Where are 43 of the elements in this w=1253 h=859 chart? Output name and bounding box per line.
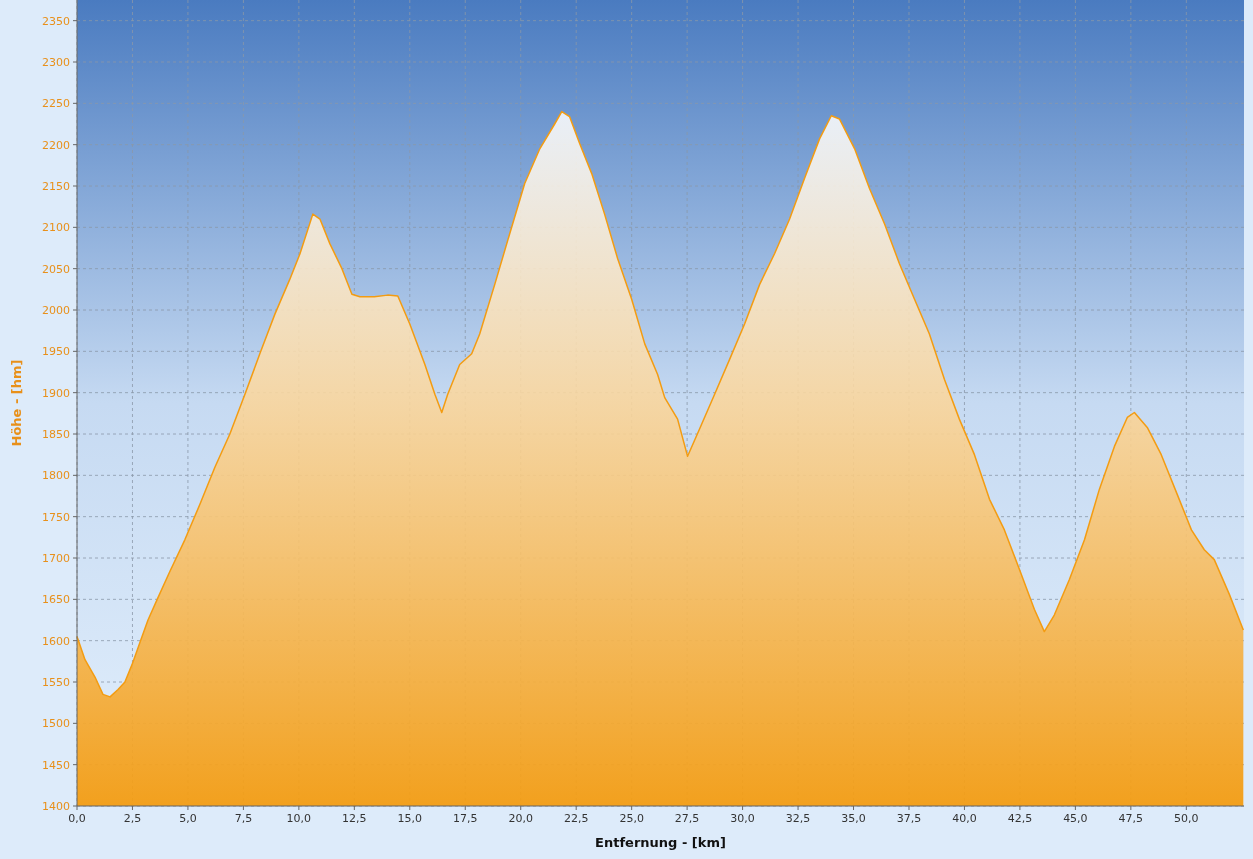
- y-tick-label: 2050: [42, 262, 70, 276]
- y-tick-label: 1500: [42, 717, 70, 731]
- x-tick-label: 25,0: [619, 812, 644, 825]
- x-axis-title: Entfernung - [km]: [595, 835, 726, 850]
- x-tick-label: 50,0: [1174, 812, 1199, 825]
- y-tick-label: 2300: [42, 56, 70, 69]
- y-tick-label: 2100: [42, 221, 70, 235]
- y-tick-label: 2350: [42, 14, 70, 28]
- y-axis-title: Höhe - [hm]: [9, 359, 24, 447]
- x-tick-label: 30,0: [730, 812, 755, 825]
- y-tick-label: 2250: [42, 97, 70, 111]
- x-tick-label: 37,5: [896, 812, 922, 825]
- x-tick-label: 45,0: [1063, 812, 1088, 825]
- y-tick-label: 1850: [42, 428, 70, 441]
- y-tick-label: 1550: [42, 676, 70, 689]
- y-tick-label: 1600: [42, 634, 70, 648]
- x-tick-label: 22,5: [563, 812, 589, 825]
- y-tick-label: 1400: [42, 800, 70, 813]
- x-tick-label: 20,0: [508, 812, 533, 825]
- x-tick-label: 17,5: [453, 812, 478, 825]
- y-tick-label: 1650: [42, 593, 70, 607]
- x-tick-label: 27,5: [674, 812, 700, 825]
- x-tick-label: 2,5: [123, 812, 142, 825]
- y-tick-label: 2000: [42, 304, 70, 317]
- y-tick-label: 1750: [42, 510, 70, 524]
- x-tick-label: 40,0: [952, 812, 977, 825]
- x-tick-label: 12,5: [342, 812, 367, 825]
- x-tick-label: 5,0: [179, 812, 197, 825]
- x-tick-label: 35,0: [841, 812, 866, 825]
- y-tick-label: 2150: [42, 180, 70, 193]
- y-tick-label: 1900: [42, 386, 70, 400]
- y-tick-label: 1800: [42, 469, 70, 483]
- x-tick-label: 15,0: [397, 812, 423, 825]
- x-tick-label: 7,5: [234, 812, 253, 825]
- y-tick-label: 2200: [42, 138, 70, 152]
- x-tick-label: 10,0: [286, 812, 312, 825]
- y-tick-label: 1450: [42, 758, 70, 772]
- y-tick-label: 1950: [42, 345, 70, 359]
- x-tick-label: 32,5: [785, 812, 811, 825]
- y-tick-label: 1700: [42, 552, 70, 565]
- x-tick-label: 0,0: [68, 812, 86, 825]
- x-tick-label: 47,5: [1118, 812, 1144, 825]
- x-tick-label: 42,5: [1007, 812, 1033, 825]
